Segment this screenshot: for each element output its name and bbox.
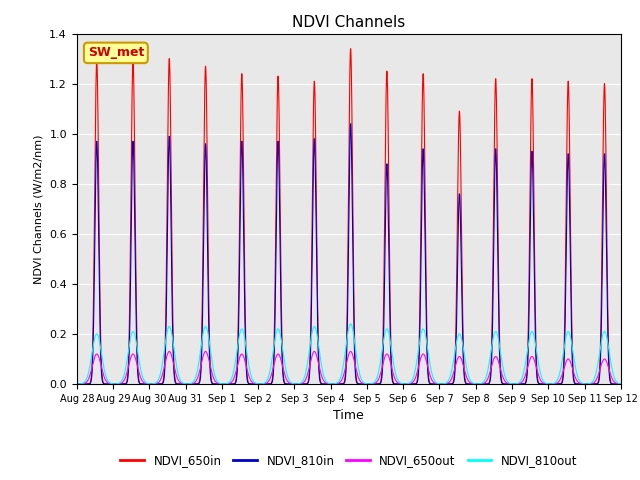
NDVI_650in <box>347 46 355 51</box>
NDVI_810out <box>617 381 625 387</box>
Title: NDVI Channels: NDVI Channels <box>292 15 405 30</box>
NDVI_650in <box>189 381 197 387</box>
NDVI_650in <box>276 227 284 233</box>
NDVI_810out <box>501 373 509 379</box>
NDVI_650in <box>184 381 191 387</box>
NDVI_810out <box>189 379 197 385</box>
Y-axis label: NDVI Channels (W/m2/nm): NDVI Channels (W/m2/nm) <box>34 134 44 284</box>
NDVI_650out <box>615 381 623 387</box>
NDVI_650out <box>166 348 173 354</box>
Line: NDVI_650in: NDVI_650in <box>77 48 621 384</box>
NDVI_810in <box>73 381 81 387</box>
NDVI_810in <box>615 381 623 387</box>
Line: NDVI_810in: NDVI_810in <box>77 124 621 384</box>
Line: NDVI_810out: NDVI_810out <box>77 324 621 384</box>
NDVI_810in <box>424 370 431 376</box>
NDVI_650in <box>617 381 625 387</box>
NDVI_650in <box>73 381 81 387</box>
NDVI_650in <box>501 381 509 387</box>
NDVI_650in <box>424 361 431 367</box>
NDVI_810in <box>276 268 284 274</box>
Legend: NDVI_650in, NDVI_810in, NDVI_650out, NDVI_810out: NDVI_650in, NDVI_810in, NDVI_650out, NDV… <box>116 449 582 472</box>
NDVI_650out <box>184 381 191 387</box>
NDVI_810in <box>347 121 355 127</box>
NDVI_810out <box>73 381 81 387</box>
NDVI_650out <box>617 381 625 387</box>
NDVI_810in <box>501 381 509 387</box>
NDVI_810in <box>189 381 197 387</box>
NDVI_650in <box>615 381 623 387</box>
NDVI_810out <box>347 321 355 327</box>
NDVI_810out <box>276 332 284 338</box>
Text: SW_met: SW_met <box>88 47 144 60</box>
NDVI_810in <box>617 381 625 387</box>
NDVI_650out <box>189 381 197 386</box>
NDVI_810out <box>615 381 623 386</box>
NDVI_650out <box>276 355 284 361</box>
NDVI_650out <box>73 381 81 387</box>
NDVI_810in <box>184 381 191 387</box>
NDVI_650out <box>501 378 509 384</box>
NDVI_810out <box>184 381 191 387</box>
NDVI_810out <box>424 347 431 353</box>
NDVI_650out <box>424 364 431 370</box>
X-axis label: Time: Time <box>333 409 364 422</box>
Line: NDVI_650out: NDVI_650out <box>77 351 621 384</box>
